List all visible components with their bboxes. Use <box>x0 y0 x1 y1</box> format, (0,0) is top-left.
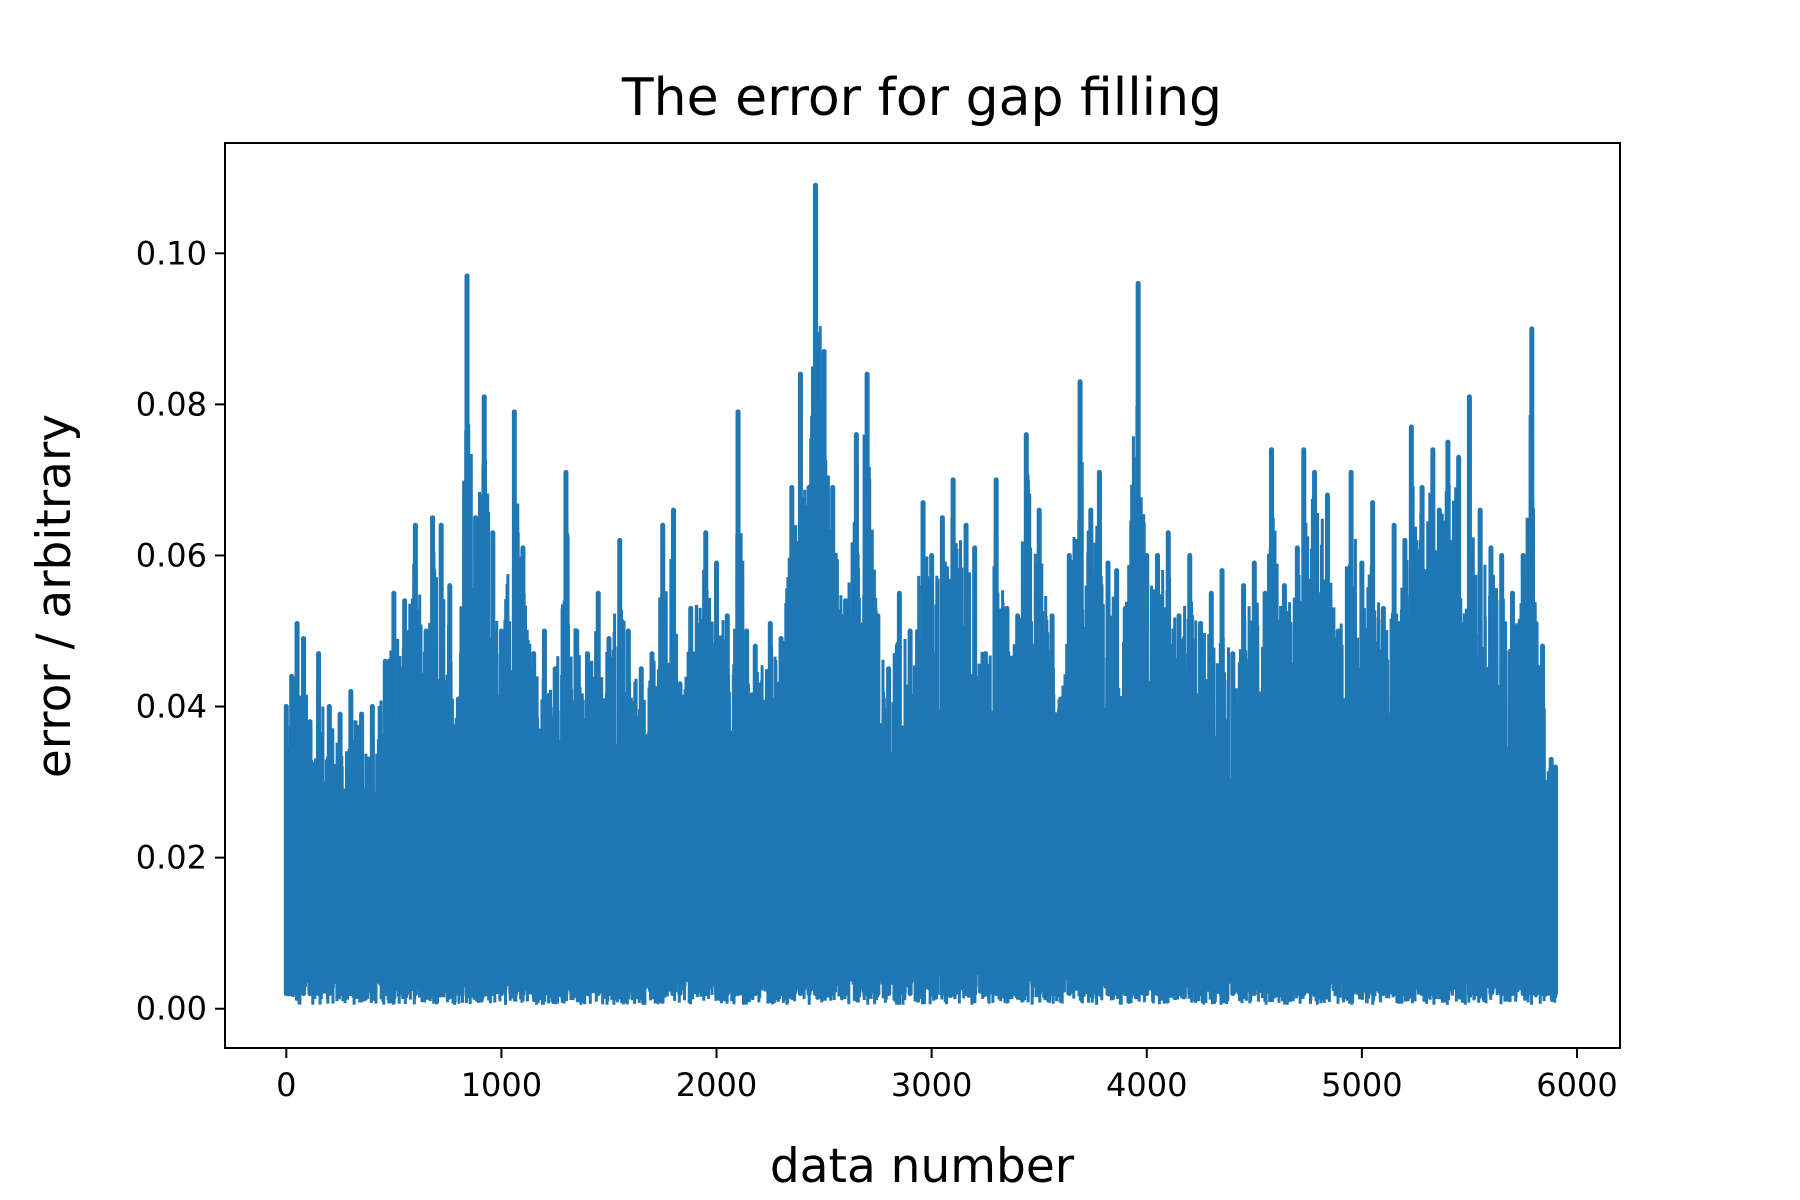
y-tick-label: 0.00 <box>136 990 207 1028</box>
y-axis: 0.00 0.02 0.04 0.06 0.08 0.10 <box>136 234 225 1028</box>
y-tick-label: 0.08 <box>136 385 207 423</box>
series-layer <box>283 182 1558 1005</box>
x-tick-label: 6000 <box>1536 1066 1617 1104</box>
x-tick-label: 1000 <box>461 1066 542 1104</box>
chart-title: The error for gap filling <box>621 68 1222 128</box>
y-tick-label: 0.10 <box>136 234 207 272</box>
plot-frame <box>224 142 1621 1049</box>
y-tick-label: 0.06 <box>136 536 207 574</box>
x-tick-label: 3000 <box>891 1066 972 1104</box>
x-axis: 0 1000 2000 3000 4000 5000 6000 <box>276 1048 1618 1104</box>
x-tick-label: 2000 <box>676 1066 757 1104</box>
x-axis-label: data number <box>770 1139 1075 1194</box>
y-tick-label: 0.04 <box>136 688 207 726</box>
y-tick-label: 0.02 <box>136 839 207 877</box>
y-axis-label: error / arbitrary <box>27 414 82 778</box>
x-tick-label: 0 <box>276 1066 296 1104</box>
x-tick-label: 4000 <box>1106 1066 1187 1104</box>
x-tick-label: 5000 <box>1321 1066 1402 1104</box>
